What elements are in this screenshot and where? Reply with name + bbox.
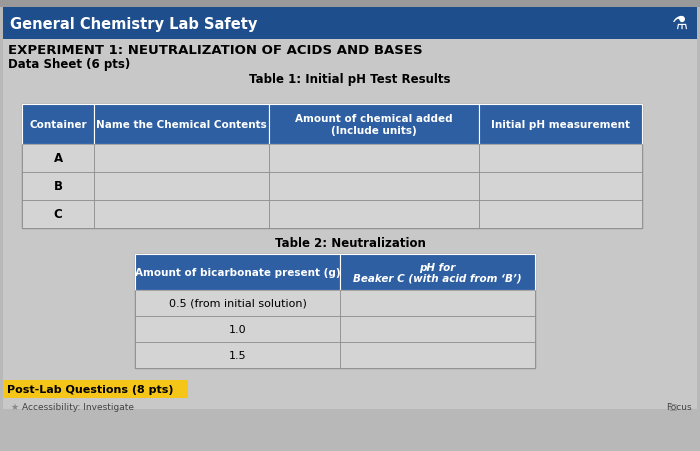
Text: 0.5 (from initial solution): 0.5 (from initial solution) xyxy=(169,299,307,308)
Bar xyxy=(22,145,94,173)
Bar xyxy=(0,0,700,8)
Bar xyxy=(3,40,697,409)
Text: ★: ★ xyxy=(10,402,18,411)
Text: Amount of chemical added
(Include units): Amount of chemical added (Include units) xyxy=(295,114,453,135)
Bar xyxy=(479,105,642,145)
Text: Table 1: Initial ​pH Test Results: Table 1: Initial ​pH Test Results xyxy=(249,73,451,86)
Text: General Chemistry Lab Safety: General Chemistry Lab Safety xyxy=(10,17,258,32)
Bar xyxy=(3,8,697,40)
Text: Container: Container xyxy=(29,120,87,130)
Text: C: C xyxy=(54,208,62,221)
Bar xyxy=(135,316,340,342)
Text: B: B xyxy=(53,180,62,193)
Text: □: □ xyxy=(668,402,676,411)
Text: 1.5: 1.5 xyxy=(229,350,246,360)
Bar xyxy=(135,254,340,290)
Bar xyxy=(135,342,340,368)
Bar xyxy=(3,380,188,398)
Bar xyxy=(479,145,642,173)
Text: Table 2: Neutralization: Table 2: Neutralization xyxy=(274,236,426,249)
Bar xyxy=(94,173,269,201)
Text: pH for: pH for xyxy=(419,262,456,272)
Text: Post-Lab Questions (8 pts): Post-Lab Questions (8 pts) xyxy=(7,384,174,394)
Bar xyxy=(135,254,535,368)
Bar xyxy=(94,105,269,145)
Text: Focus: Focus xyxy=(666,402,692,411)
Text: ⚗: ⚗ xyxy=(672,15,688,33)
Bar xyxy=(340,316,535,342)
Bar xyxy=(269,145,479,173)
Bar xyxy=(479,173,642,201)
Bar xyxy=(269,173,479,201)
Bar xyxy=(269,105,479,145)
Text: 1.0: 1.0 xyxy=(229,324,246,334)
Bar xyxy=(135,290,340,316)
Bar xyxy=(22,173,94,201)
Bar xyxy=(269,201,479,229)
Bar xyxy=(94,145,269,173)
Text: Initial pH measurement: Initial pH measurement xyxy=(491,120,630,130)
Bar xyxy=(22,105,94,145)
Bar xyxy=(94,201,269,229)
Text: Amount of bicarbonate present (g): Amount of bicarbonate present (g) xyxy=(134,267,340,277)
Bar xyxy=(479,201,642,229)
Bar xyxy=(22,201,94,229)
Text: Data Sheet (6 pts): Data Sheet (6 pts) xyxy=(8,58,130,71)
Bar xyxy=(340,254,535,290)
Bar xyxy=(22,105,642,229)
Text: A: A xyxy=(53,152,62,165)
Text: Accessibility: Investigate: Accessibility: Investigate xyxy=(22,402,134,411)
Text: Beaker C (with acid from ‘B’): Beaker C (with acid from ‘B’) xyxy=(354,273,522,283)
Bar xyxy=(340,290,535,316)
Bar xyxy=(340,342,535,368)
Text: EXPERIMENT 1: NEUTRALIZATION OF ACIDS AND BASES: EXPERIMENT 1: NEUTRALIZATION OF ACIDS AN… xyxy=(8,44,423,57)
Text: Name the Chemical Contents: Name the Chemical Contents xyxy=(96,120,267,130)
